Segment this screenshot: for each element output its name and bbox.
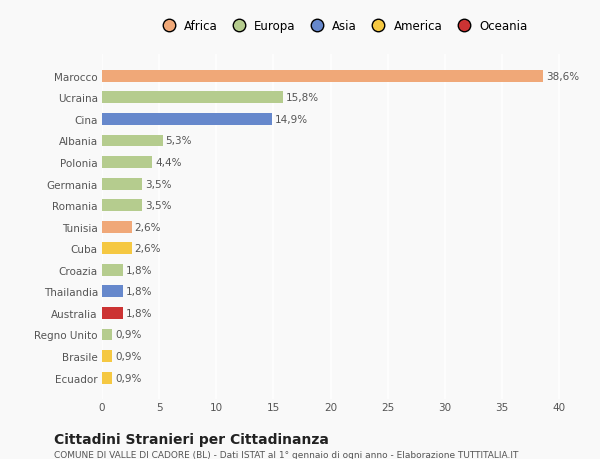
Bar [102,200,142,212]
Text: 1,8%: 1,8% [125,308,152,318]
Text: 1,8%: 1,8% [125,287,152,297]
Text: 0,9%: 0,9% [115,330,142,340]
Text: 38,6%: 38,6% [546,72,579,82]
Text: COMUNE DI VALLE DI CADORE (BL) - Dati ISTAT al 1° gennaio di ogni anno - Elabora: COMUNE DI VALLE DI CADORE (BL) - Dati IS… [54,450,518,459]
Text: 0,9%: 0,9% [115,373,142,383]
Bar [102,157,152,168]
Bar [102,243,132,255]
Bar [102,350,112,362]
Bar [102,92,283,104]
Bar [102,135,163,147]
Text: 2,6%: 2,6% [134,244,161,254]
Bar [102,308,122,319]
Text: 5,3%: 5,3% [166,136,192,146]
Bar [102,286,122,297]
Text: 14,9%: 14,9% [275,115,308,125]
Text: 15,8%: 15,8% [286,93,319,103]
Text: 4,4%: 4,4% [155,158,182,168]
Bar [102,178,142,190]
Bar [102,372,112,384]
Text: 1,8%: 1,8% [125,265,152,275]
Text: 3,5%: 3,5% [145,201,172,211]
Text: Cittadini Stranieri per Cittadinanza: Cittadini Stranieri per Cittadinanza [54,432,329,446]
Bar [102,114,272,126]
Bar [102,264,122,276]
Bar [102,71,543,83]
Legend: Africa, Europa, Asia, America, Oceania: Africa, Europa, Asia, America, Oceania [157,20,527,33]
Bar [102,221,132,233]
Bar [102,329,112,341]
Text: 0,9%: 0,9% [115,351,142,361]
Text: 3,5%: 3,5% [145,179,172,189]
Text: 2,6%: 2,6% [134,222,161,232]
